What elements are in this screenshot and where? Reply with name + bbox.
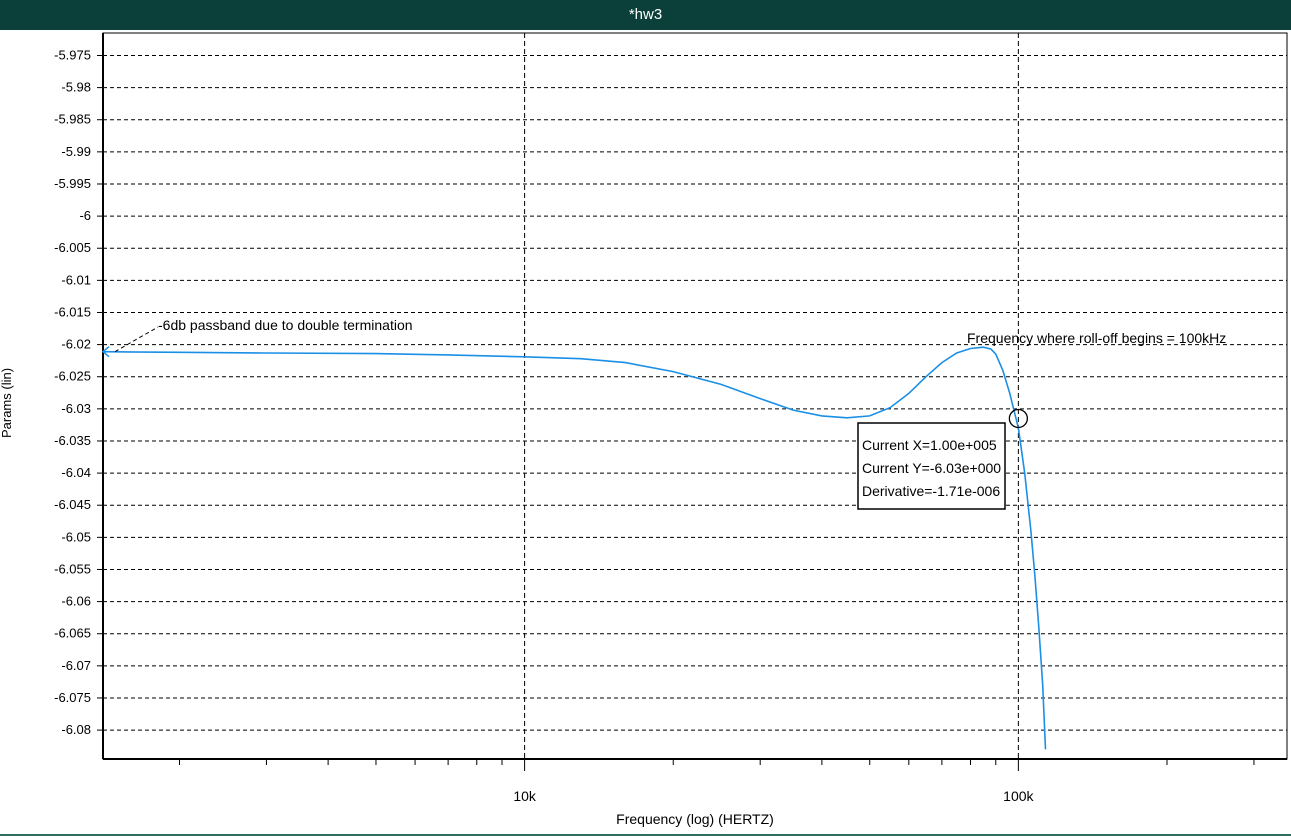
passband-annotation: -6db passband due to double termination <box>114 317 413 353</box>
y-tick-label: -6.05 <box>61 529 91 544</box>
y-tick-label: -6.02 <box>61 337 91 352</box>
y-axis-label: Params (lin) <box>0 368 14 438</box>
y-tick-label: -6.07 <box>61 658 91 673</box>
y-tick-label: -6.025 <box>54 369 91 384</box>
y-tick-label: -6.055 <box>54 561 91 576</box>
grid <box>103 33 1287 759</box>
y-tick-label: -6 <box>79 208 91 223</box>
x-axis-label: Frequency (log) (HERTZ) <box>616 811 774 827</box>
x-tick-labels: 10k 100k <box>513 788 1034 804</box>
y-tick-label: -6.06 <box>61 594 91 609</box>
y-tick-label: -6.045 <box>54 497 91 512</box>
y-tick-label: -5.995 <box>54 176 91 191</box>
y-tick-label: -6.005 <box>54 240 91 255</box>
window-title: *hw3 <box>628 6 663 23</box>
plot-frame <box>102 32 1288 760</box>
series <box>101 346 1047 750</box>
y-tick-label: -5.975 <box>54 47 91 62</box>
y-tick-label: -6.03 <box>61 401 91 416</box>
y-tick-label: -5.985 <box>54 112 91 127</box>
y-tick-label: -6.035 <box>54 433 91 448</box>
y-tick-label: -6.075 <box>54 690 91 705</box>
y-tick-label: -6.04 <box>61 465 91 480</box>
annotation-leader-line <box>114 326 159 353</box>
window-title-bar[interactable]: *hw3 <box>0 0 1291 30</box>
y-tick-label: -5.98 <box>61 80 91 95</box>
cursor-readout-x: Current X=1.00e+005 <box>862 437 997 453</box>
series-line <box>102 346 1047 750</box>
y-tick-label: -6.015 <box>54 304 91 319</box>
x-tick-label: 100k <box>1003 788 1034 804</box>
cursor-readout-derivative: Derivative=-1.71e-006 <box>862 483 1000 499</box>
y-tick-label: -5.99 <box>61 144 91 159</box>
annotation-passband: -6db passband due to double termination <box>158 317 413 333</box>
x-tick-label: 10k <box>513 788 537 804</box>
y-tick-labels: -5.975 -5.98 -5.985 -5.99 -5.995 -6 -6.005 -6.0… <box>54 47 91 737</box>
series-start-arrow <box>101 346 110 358</box>
window-bottom-border <box>0 834 1291 836</box>
annotation-rolloff: Frequency where roll-off begins = 100kHz <box>967 330 1226 346</box>
y-tick-label: -6.01 <box>61 272 91 287</box>
cursor-marker[interactable] <box>1008 408 1029 429</box>
axes <box>97 32 1288 771</box>
y-tick-label: -6.065 <box>54 626 91 641</box>
y-tick-label: -6.08 <box>61 722 91 737</box>
cursor-readout-y: Current Y=-6.03e+000 <box>862 460 1001 476</box>
cursor-readout-box <box>857 422 1006 510</box>
cursor[interactable]: Current X=1.00e+005 Current Y=-6.03e+000… <box>857 408 1029 510</box>
